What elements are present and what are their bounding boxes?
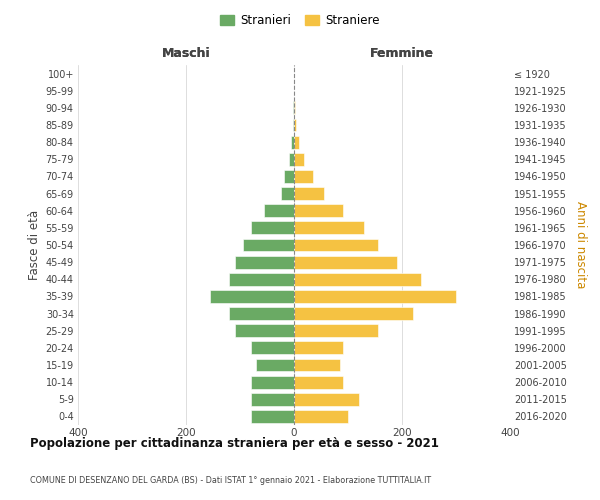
Bar (251, 376, 294, 388)
Bar (294, 273, 421, 285)
Bar (294, 153, 304, 166)
Bar (292, 136, 294, 148)
Bar (281, 187, 294, 200)
Bar (294, 393, 359, 406)
Text: Maschi: Maschi (161, 47, 211, 60)
Bar (251, 342, 294, 354)
Bar (242, 238, 294, 252)
Bar (294, 324, 378, 337)
Bar (294, 170, 313, 183)
Bar (293, 118, 294, 132)
Bar (294, 290, 456, 303)
Bar (294, 222, 364, 234)
Text: Maschi: Maschi (161, 47, 211, 60)
Bar (294, 307, 413, 320)
Bar (284, 170, 294, 183)
Bar (251, 393, 294, 406)
Y-axis label: Anni di nascita: Anni di nascita (574, 202, 587, 288)
Bar (235, 324, 294, 337)
Y-axis label: Fasce di età: Fasce di età (28, 210, 41, 280)
Bar (211, 290, 294, 303)
Bar (235, 256, 294, 268)
Bar (289, 153, 294, 166)
Bar (294, 238, 378, 252)
Text: Femmine: Femmine (370, 47, 434, 60)
Bar (294, 342, 343, 354)
Bar (294, 256, 397, 268)
Bar (265, 204, 294, 217)
Bar (229, 273, 294, 285)
Legend: Stranieri, Straniere: Stranieri, Straniere (217, 11, 383, 31)
Bar (251, 222, 294, 234)
Bar (294, 410, 348, 423)
Bar (294, 136, 299, 148)
Text: COMUNE DI DESENZANO DEL GARDA (BS) - Dati ISTAT 1° gennaio 2021 - Elaborazione T: COMUNE DI DESENZANO DEL GARDA (BS) - Dat… (30, 476, 431, 485)
Text: Popolazione per cittadinanza straniera per età e sesso - 2021: Popolazione per cittadinanza straniera p… (30, 437, 439, 450)
Bar (229, 307, 294, 320)
Text: Femmine: Femmine (370, 47, 434, 60)
Bar (294, 187, 324, 200)
Bar (294, 204, 343, 217)
Bar (294, 358, 340, 372)
Bar (294, 376, 343, 388)
Bar (251, 410, 294, 423)
Bar (294, 118, 296, 132)
Bar (256, 358, 294, 372)
